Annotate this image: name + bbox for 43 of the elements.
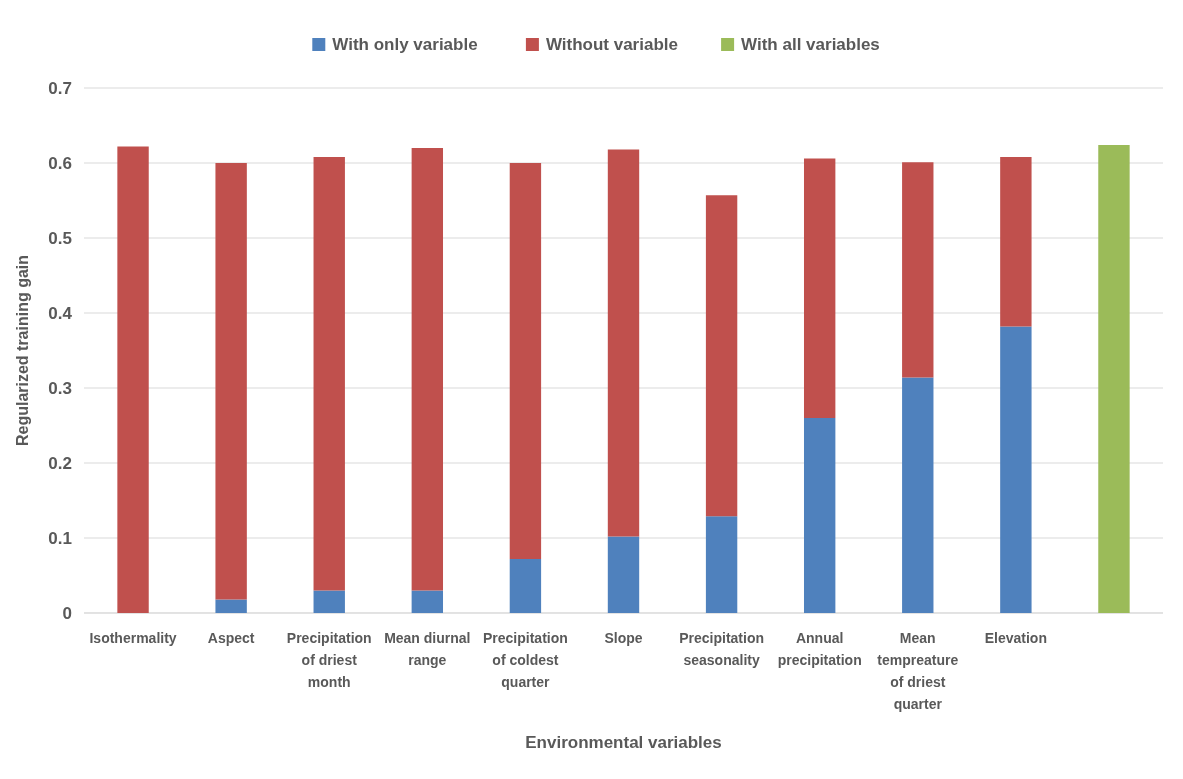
x-tick-label: Mean diurnal range bbox=[384, 630, 471, 668]
y-tick-label: 0.6 bbox=[48, 153, 72, 173]
bar bbox=[705, 195, 738, 517]
bar bbox=[411, 590, 444, 613]
x-tick-label: Precipitation of driest month bbox=[286, 630, 372, 690]
bar bbox=[607, 536, 640, 613]
y-tick-label: 0.2 bbox=[48, 453, 72, 473]
legend-label: With all variables bbox=[741, 34, 880, 54]
x-tick-label: Elevation bbox=[984, 630, 1047, 646]
bar bbox=[705, 516, 738, 613]
y-tick-label: 0.7 bbox=[48, 78, 72, 98]
bar bbox=[509, 163, 542, 559]
y-axis-title: Regularized training gain bbox=[14, 254, 31, 447]
x-tick-label: Precipitation of coldest quarter bbox=[483, 630, 568, 690]
bar bbox=[902, 162, 934, 378]
bar bbox=[1000, 326, 1032, 613]
y-tick-label: 0.5 bbox=[48, 228, 72, 248]
bar bbox=[215, 599, 247, 613]
legend-label: With only variable bbox=[332, 34, 478, 54]
x-axis-title: Environmental variables bbox=[525, 733, 722, 752]
bar bbox=[117, 146, 149, 613]
bar bbox=[607, 149, 640, 537]
bar bbox=[411, 148, 444, 591]
bar bbox=[313, 590, 345, 613]
bar bbox=[803, 158, 836, 418]
x-tick-label: Annual precipitation bbox=[777, 630, 862, 668]
bar bbox=[1000, 157, 1032, 327]
x-tick-label: Mean tempreature of driest quarter bbox=[877, 630, 959, 712]
y-tick-label: 0 bbox=[62, 603, 72, 623]
bar bbox=[313, 157, 345, 591]
bar bbox=[803, 418, 836, 613]
x-tick-label: Isothermality bbox=[89, 630, 177, 646]
x-tick-label: Slope bbox=[604, 630, 643, 646]
y-tick-label: 0.4 bbox=[48, 303, 73, 323]
x-tick-label: Aspect bbox=[207, 630, 255, 646]
x-tick-label: Precipitation seasonality bbox=[679, 630, 764, 668]
bar bbox=[1098, 145, 1130, 613]
bar bbox=[509, 559, 542, 613]
y-tick-label: 0.3 bbox=[48, 378, 72, 398]
y-tick-label: 0.1 bbox=[48, 528, 72, 548]
legend-label: Without variable bbox=[545, 34, 678, 54]
bar bbox=[902, 377, 934, 613]
bar bbox=[215, 163, 247, 600]
